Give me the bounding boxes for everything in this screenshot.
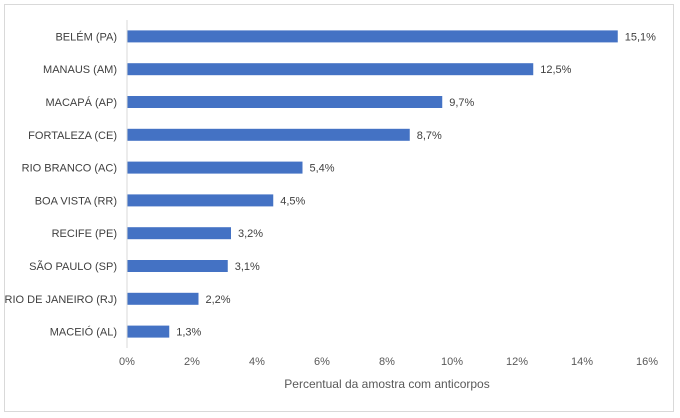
value-label: 5,4% [310, 163, 335, 175]
category-label: RIO DE JANEIRO (RJ) [5, 294, 117, 306]
value-label: 12,5% [540, 64, 571, 76]
category-label: MACEIÓ (AL) [50, 326, 117, 339]
bar [127, 128, 410, 141]
value-label: 2,2% [206, 294, 231, 306]
x-tick-label: 8% [379, 356, 395, 368]
x-tick-labels: 0% 2% 4% 6% 8% 10% 12% 14% 16% [119, 356, 658, 368]
bar [127, 63, 534, 76]
x-tick-label: 16% [636, 356, 658, 368]
value-label: 3,1% [235, 261, 260, 273]
category-label: FORTALEZA (CE) [28, 130, 117, 142]
value-label: 8,7% [417, 130, 442, 142]
x-axis-label: Percentual da amostra com anticorpos [284, 377, 489, 391]
x-tick-label: 14% [571, 356, 593, 368]
value-label: 15,1% [625, 31, 656, 43]
value-label: 3,2% [238, 228, 263, 240]
x-tick-label: 0% [119, 356, 135, 368]
value-labels: 15,1% 12,5% 9,7% 8,7% 5,4% 4,5% 3,2% 3,1% 2,2% 1,… [176, 31, 656, 338]
category-label: BOA VISTA (RR) [35, 195, 117, 207]
bar [127, 194, 274, 207]
x-tick-label: 12% [506, 356, 528, 368]
category-label: BELÉM (PA) [55, 30, 117, 43]
category-labels: BELÉM (PA) MANAUS (AM) MACAPÁ (AP) FORTALEZ… [5, 30, 117, 338]
bar [127, 161, 303, 174]
bar [127, 96, 443, 108]
bar [127, 30, 618, 43]
category-label: SÃO PAULO (SP) [29, 260, 117, 273]
value-label: 9,7% [449, 97, 474, 109]
x-tick-label: 4% [249, 356, 265, 368]
bars-group [127, 30, 618, 338]
x-tick-label: 10% [441, 356, 463, 368]
bar [127, 325, 170, 338]
category-label: RECIFE (PE) [52, 228, 117, 240]
value-label: 1,3% [176, 327, 201, 339]
x-tick-label: 6% [314, 356, 330, 368]
category-label: MANAUS (AM) [43, 64, 117, 76]
bar [127, 227, 231, 240]
bar [127, 292, 199, 305]
x-tick-label: 2% [184, 356, 200, 368]
category-label: RIO BRANCO (AC) [22, 163, 117, 175]
value-label: 4,5% [280, 195, 305, 207]
category-label: MACAPÁ (AP) [45, 96, 117, 109]
bar [127, 260, 228, 272]
